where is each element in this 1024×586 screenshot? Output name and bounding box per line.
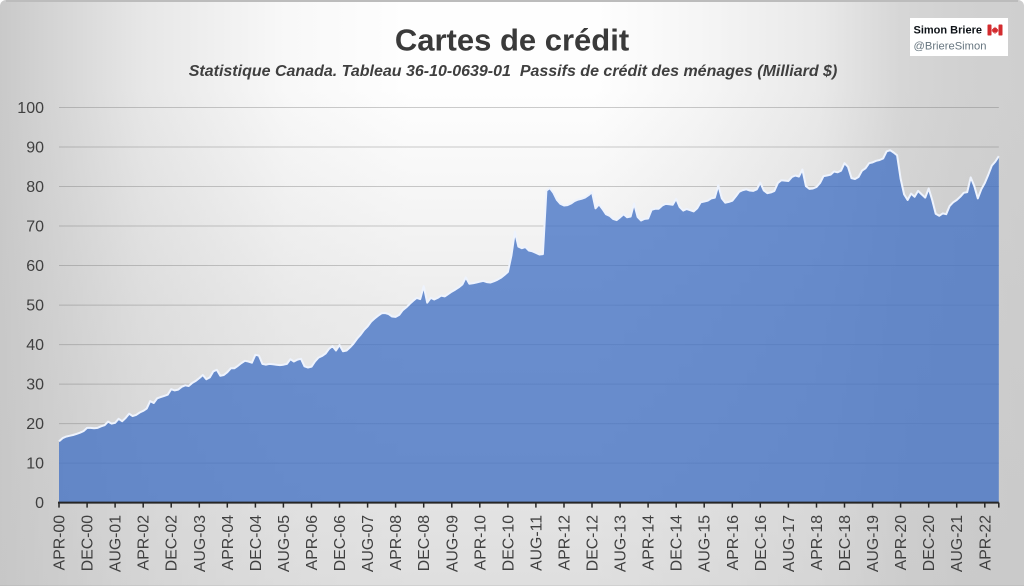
svg-text:40: 40 [26, 337, 44, 354]
svg-text:AUG-13: AUG-13 [613, 515, 630, 572]
svg-text:DEC-18: DEC-18 [837, 515, 854, 571]
svg-text:50: 50 [26, 298, 44, 315]
svg-text:APR-14: APR-14 [641, 515, 658, 571]
svg-text:DEC-12: DEC-12 [585, 515, 602, 571]
svg-text:60: 60 [26, 258, 44, 275]
svg-text:80: 80 [26, 179, 44, 196]
svg-text:DEC-10: DEC-10 [500, 515, 517, 571]
svg-text:DEC-16: DEC-16 [753, 515, 770, 571]
svg-text:90: 90 [26, 140, 44, 157]
svg-text:30: 30 [26, 377, 44, 394]
svg-text:Cartes de crédit: Cartes de crédit [395, 23, 629, 58]
svg-text:AUG-19: AUG-19 [865, 515, 882, 572]
svg-text:AUG-03: AUG-03 [192, 515, 209, 572]
svg-text:APR-10: APR-10 [472, 515, 489, 571]
svg-text:APR-06: APR-06 [304, 515, 321, 571]
svg-text:Statistique Canada. Tableau 36: Statistique Canada. Tableau 36-10-0639-0… [189, 63, 838, 80]
svg-text:DEC-04: DEC-04 [248, 515, 265, 571]
svg-text:DEC-08: DEC-08 [416, 515, 433, 571]
svg-text:70: 70 [26, 219, 44, 236]
svg-text:AUG-07: AUG-07 [360, 515, 377, 572]
svg-text:APR-18: APR-18 [809, 515, 826, 571]
svg-text:AUG-21: AUG-21 [949, 515, 966, 572]
svg-text:DEC-20: DEC-20 [921, 515, 938, 571]
svg-text:APR-00: APR-00 [52, 515, 69, 571]
svg-text:DEC-14: DEC-14 [669, 515, 686, 571]
svg-text:10: 10 [26, 456, 44, 473]
svg-text:AUG-09: AUG-09 [444, 515, 461, 572]
svg-text:AUG-11: AUG-11 [528, 515, 545, 571]
svg-text:APR-02: APR-02 [136, 515, 153, 570]
svg-text:APR-08: APR-08 [388, 515, 405, 571]
svg-text:AUG-05: AUG-05 [276, 515, 293, 572]
svg-text:AUG-01: AUG-01 [108, 515, 125, 572]
svg-text:DEC-02: DEC-02 [164, 515, 181, 571]
svg-text:DEC-00: DEC-00 [80, 515, 97, 571]
svg-text:100: 100 [17, 100, 44, 117]
svg-text:APR-12: APR-12 [557, 515, 574, 570]
svg-text:APR-04: APR-04 [220, 515, 237, 571]
svg-text:DEC-06: DEC-06 [332, 515, 349, 571]
svg-text:APR-16: APR-16 [725, 515, 742, 571]
svg-text:APR-20: APR-20 [893, 515, 910, 571]
svg-text:Simon Briere: Simon Briere [914, 25, 982, 37]
svg-text:0: 0 [35, 495, 44, 512]
svg-text:20: 20 [26, 416, 44, 433]
svg-text:@BriereSimon: @BriereSimon [914, 41, 987, 53]
svg-text:AUG-17: AUG-17 [781, 515, 798, 572]
svg-text:APR-22: APR-22 [977, 515, 994, 570]
svg-text:AUG-15: AUG-15 [697, 515, 714, 572]
